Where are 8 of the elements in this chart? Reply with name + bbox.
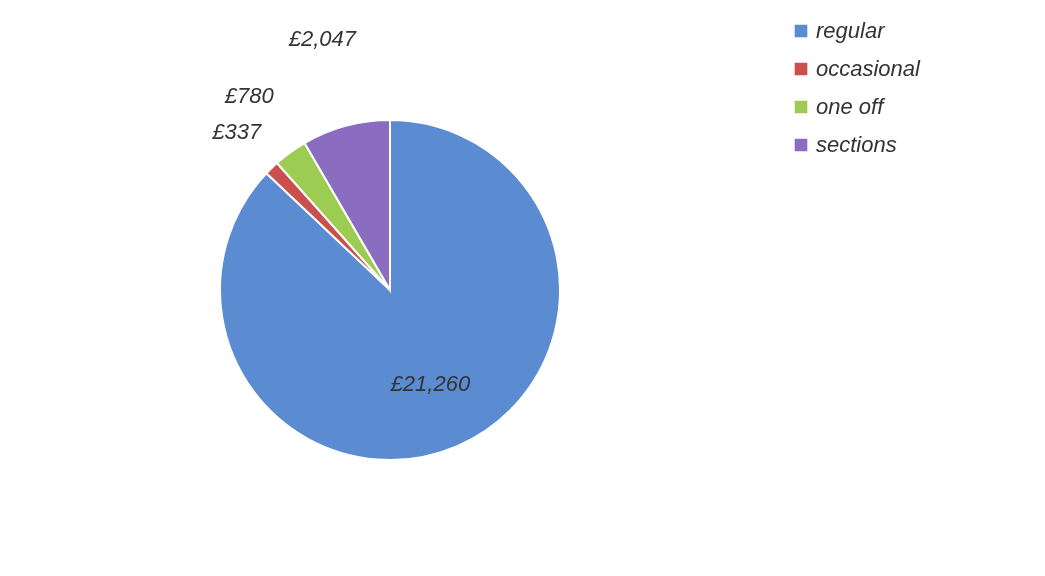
legend-label: sections: [816, 132, 897, 157]
data-label: £337: [211, 119, 262, 145]
data-label: £780: [223, 82, 275, 108]
data-label: £2,047: [287, 25, 357, 51]
legend-label: regular: [816, 18, 887, 43]
data-label: £21,260: [389, 370, 471, 396]
legend-label: one off: [816, 94, 887, 119]
legend-label: occasional: [816, 56, 922, 81]
